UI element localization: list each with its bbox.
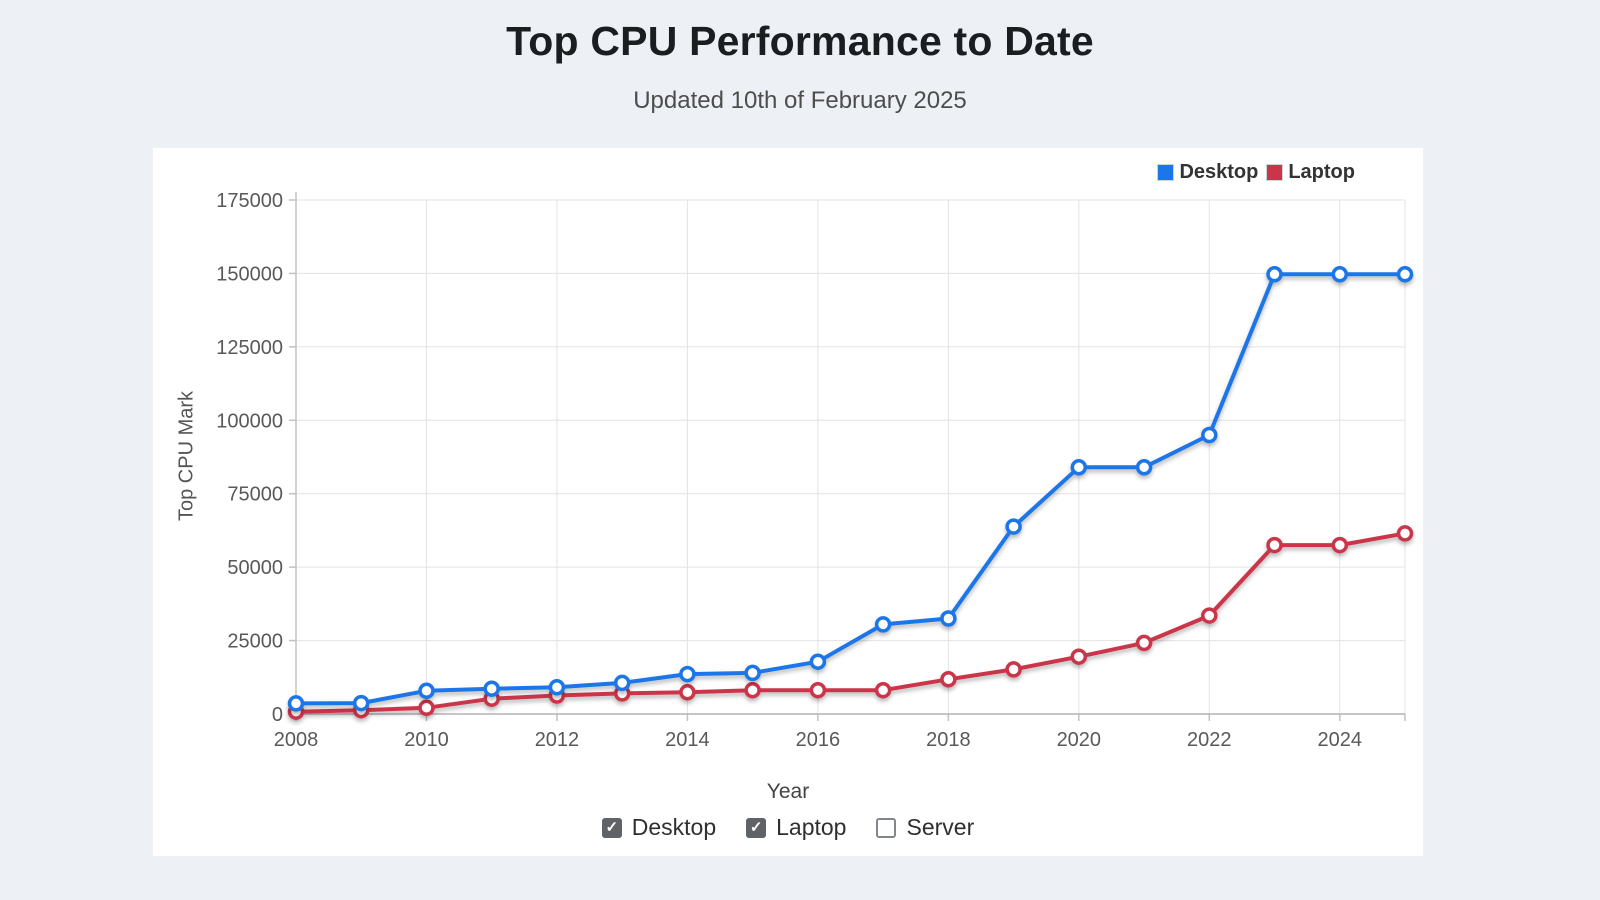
desktop-point-2019[interactable]: [1005, 518, 1022, 535]
desktop-point-2017[interactable]: [874, 616, 892, 633]
laptop-point-2022[interactable]: [1201, 607, 1218, 624]
legend-swatch-desktop: [1157, 164, 1175, 181]
x-tick-label-2016: 2016: [796, 729, 841, 751]
laptop-point-2020[interactable]: [1070, 648, 1088, 665]
chart-card: 0 25000 50000 75000 100000 125000 150000 175000…: [153, 148, 1423, 856]
x-tick-label-2012: 2012: [535, 729, 580, 751]
desktop-series: [287, 266, 1414, 712]
desktop-point-2022[interactable]: [1201, 426, 1218, 444]
y-tick-label-75000: 75000: [227, 484, 283, 506]
x-tick-label-2010: 2010: [404, 729, 449, 751]
checked-checkbox-icon[interactable]: ✓: [746, 817, 767, 838]
y-tick-label-0: 0: [272, 704, 283, 726]
x-tick-label-2008: 2008: [274, 729, 319, 751]
desktop-point-2009[interactable]: [352, 694, 370, 712]
desktop-point-2013[interactable]: [613, 674, 631, 692]
checkbox-label-laptop: Laptop: [776, 814, 847, 840]
desktop-point-2012[interactable]: [548, 679, 566, 696]
x-tick-label-2020: 2020: [1057, 729, 1102, 751]
page-title: Top CPU Performance to Date: [506, 18, 1094, 64]
laptop-point-2010[interactable]: [418, 699, 435, 717]
laptop-point-2021[interactable]: [1135, 634, 1153, 652]
legend-label-laptop: Laptop: [1288, 161, 1355, 183]
legend-swatch-laptop: [1266, 164, 1284, 181]
legend-item-desktop[interactable]: Desktop: [1157, 161, 1258, 184]
desktop-point-2010[interactable]: [418, 682, 435, 700]
legend-item-laptop[interactable]: Laptop: [1266, 161, 1355, 184]
desktop-point-2018[interactable]: [940, 610, 957, 627]
page-subtitle: Updated 10th of February 2025: [633, 87, 967, 114]
checkbox-server[interactable]: Server: [876, 814, 974, 841]
series-toggle-row: ✓ Desktop ✓ Laptop Server: [153, 814, 1423, 841]
laptop-point-2023[interactable]: [1266, 536, 1283, 554]
laptop-point-2024[interactable]: [1331, 536, 1349, 554]
y-tick-label-150000: 150000: [216, 263, 283, 285]
cpu-performance-chart: 0 25000 50000 75000 100000 125000 150000 175000…: [216, 190, 1414, 751]
desktop-point-2011[interactable]: [483, 680, 500, 697]
checkbox-laptop[interactable]: ✓ Laptop: [746, 814, 846, 841]
y-tick-label-175000: 175000: [216, 190, 283, 212]
unchecked-checkbox-icon[interactable]: [876, 817, 897, 838]
y-tick-label-25000: 25000: [227, 631, 283, 653]
y-axis-title: Top CPU Mark: [175, 390, 198, 522]
checkbox-label-server: Server: [906, 814, 975, 840]
laptop-point-2025[interactable]: [1396, 525, 1414, 542]
x-tick-label-2024: 2024: [1318, 729, 1363, 751]
x-tick-label-2022: 2022: [1187, 729, 1232, 751]
laptop-point-2015[interactable]: [744, 681, 761, 699]
desktop-point-2021[interactable]: [1135, 459, 1153, 476]
desktop-point-2020[interactable]: [1070, 459, 1088, 476]
desktop-line: [294, 272, 1407, 706]
chart-legend: Desktop Laptop: [1157, 161, 1355, 184]
desktop-point-2023[interactable]: [1266, 266, 1283, 283]
desktop-point-2015[interactable]: [744, 664, 761, 682]
y-tick-label-50000: 50000: [227, 557, 283, 579]
checkbox-desktop[interactable]: ✓ Desktop: [601, 814, 717, 841]
laptop-point-2019[interactable]: [1005, 661, 1022, 678]
laptop-point-2017[interactable]: [874, 681, 892, 699]
y-tick-label-125000: 125000: [216, 337, 283, 359]
desktop-point-2024[interactable]: [1331, 266, 1349, 283]
desktop-point-2008[interactable]: [287, 695, 305, 712]
x-axis-title: Year: [766, 780, 810, 803]
desktop-point-2025[interactable]: [1396, 266, 1414, 283]
laptop-line: [294, 531, 1407, 714]
checked-checkbox-icon[interactable]: ✓: [601, 817, 622, 838]
desktop-point-2016[interactable]: [809, 653, 827, 670]
desktop-point-2014[interactable]: [679, 665, 696, 683]
laptop-point-2014[interactable]: [679, 684, 696, 701]
checkbox-label-desktop: Desktop: [631, 814, 717, 840]
legend-label-desktop: Desktop: [1179, 161, 1259, 183]
laptop-point-2018[interactable]: [940, 671, 957, 688]
x-tick-label-2018: 2018: [926, 729, 971, 751]
x-tick-label-2014: 2014: [665, 729, 710, 751]
y-tick-label-100000: 100000: [216, 410, 283, 432]
laptop-point-2016[interactable]: [809, 681, 827, 699]
